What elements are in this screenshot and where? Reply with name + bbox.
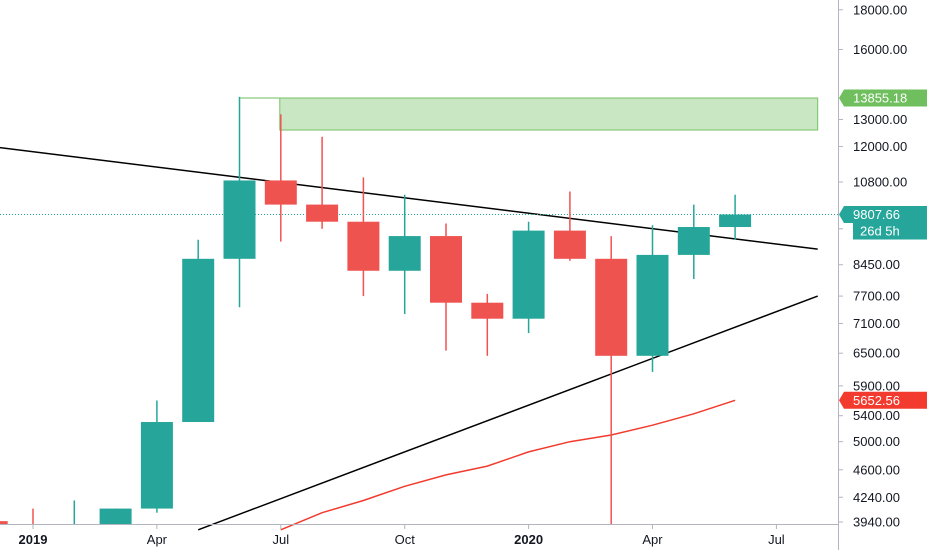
trendline-layer — [0, 142, 818, 531]
candle-body — [471, 302, 504, 319]
x-tick-label: Jul — [768, 532, 785, 547]
candle-2019-04[interactable] — [140, 400, 173, 513]
candle-body — [595, 258, 628, 356]
resistance-zone[interactable] — [279, 97, 819, 131]
x-tick-label: Apr — [147, 532, 168, 547]
candle-body — [677, 227, 710, 255]
candle-2019-09[interactable] — [347, 177, 380, 297]
plot-area[interactable] — [0, 96, 838, 531]
candle-2020-06[interactable] — [719, 194, 752, 240]
moving-average-layer — [280, 399, 736, 531]
candle-body — [719, 214, 752, 228]
candle-body — [223, 180, 256, 259]
descending-trendline[interactable] — [0, 142, 818, 250]
y-tick-label: 12000.00 — [853, 139, 907, 154]
candle-body — [636, 254, 669, 356]
y-tick-label: 5900.00 — [853, 378, 900, 393]
candle-2020-04[interactable] — [636, 225, 669, 372]
moving-average-price-tag-text: 5652.56 — [853, 393, 900, 408]
candle-2019-07[interactable] — [264, 114, 297, 242]
candle-body — [430, 236, 462, 303]
y-tick-label: 5000.00 — [853, 434, 900, 449]
candle-2020-03[interactable] — [595, 236, 628, 524]
candle-2019-03[interactable] — [99, 508, 132, 524]
candle-2019-12[interactable] — [471, 293, 504, 356]
y-axis-ticks: 18000.00 16000.00 13000.00 12000.00 10800.00… — [838, 2, 907, 530]
x-axis[interactable]: 2019 Apr Jul Oct 2020 Apr Jul — [0, 524, 838, 547]
candle-2019-11[interactable] — [430, 223, 462, 351]
candle-2020-01[interactable] — [512, 221, 545, 334]
candle-body — [388, 236, 421, 271]
candle-body — [512, 230, 545, 319]
countdown-tag-text: 26d 5h — [860, 223, 900, 238]
x-tick-label: Oct — [395, 532, 416, 547]
ascending-trendline[interactable] — [197, 295, 818, 531]
y-tick-label: 4600.00 — [853, 462, 900, 477]
moving-average-line — [280, 399, 736, 531]
y-tick-label: 5400.00 — [853, 408, 900, 423]
y-tick-label: 10800.00 — [853, 175, 907, 190]
candle-body — [306, 204, 339, 222]
candle-2019-05[interactable] — [182, 239, 215, 423]
candle-2019-10[interactable] — [388, 194, 421, 315]
y-tick-label: 3940.00 — [853, 515, 900, 530]
current-price-tag-text: 9807.66 — [853, 207, 900, 222]
y-tick-label: 4240.00 — [853, 490, 900, 505]
resistance-price-tag-text: 13855.18 — [853, 91, 907, 106]
y-axis[interactable]: 18000.00 16000.00 13000.00 12000.00 10800.00… — [838, 0, 927, 550]
candle-2020-05[interactable] — [677, 204, 710, 280]
candle-body — [140, 422, 173, 509]
resistance-zone-layer — [239, 97, 819, 131]
candle-body — [182, 258, 215, 423]
countdown-tag: 26d 5h — [853, 222, 927, 240]
candles-layer — [0, 96, 752, 524]
candle-body — [0, 521, 8, 524]
x-tick-label: Jul — [272, 532, 289, 547]
y-tick-label: 16000.00 — [853, 42, 907, 57]
candle-2018-12[interactable] — [0, 500, 8, 524]
y-tick-label: 18000.00 — [853, 2, 907, 17]
candle-2019-08[interactable] — [306, 136, 339, 229]
y-tick-label: 8450.00 — [853, 257, 900, 272]
x-tick-label: 2019 — [19, 532, 48, 547]
candle-2020-02[interactable] — [553, 191, 586, 261]
y-tick-label: 13000.00 — [853, 112, 907, 127]
y-tick-label: 6500.00 — [853, 346, 900, 361]
moving-average-price-tag: 5652.56 — [839, 391, 927, 409]
x-tick-label: 2020 — [514, 532, 543, 547]
candle-body — [553, 230, 586, 259]
y-tick-label: 7100.00 — [853, 316, 900, 331]
candle-body — [99, 508, 132, 524]
y-tick-label: 7700.00 — [853, 289, 900, 304]
x-tick-label: Apr — [642, 532, 663, 547]
current-price-tag: 9807.66 — [839, 205, 927, 223]
resistance-price-tag: 13855.18 — [839, 89, 927, 107]
candle-2019-06[interactable] — [223, 96, 256, 308]
candle-body — [264, 180, 297, 205]
x-axis-ticks: 2019 Apr Jul Oct 2020 Apr Jul — [19, 524, 785, 547]
candle-body — [347, 221, 380, 271]
